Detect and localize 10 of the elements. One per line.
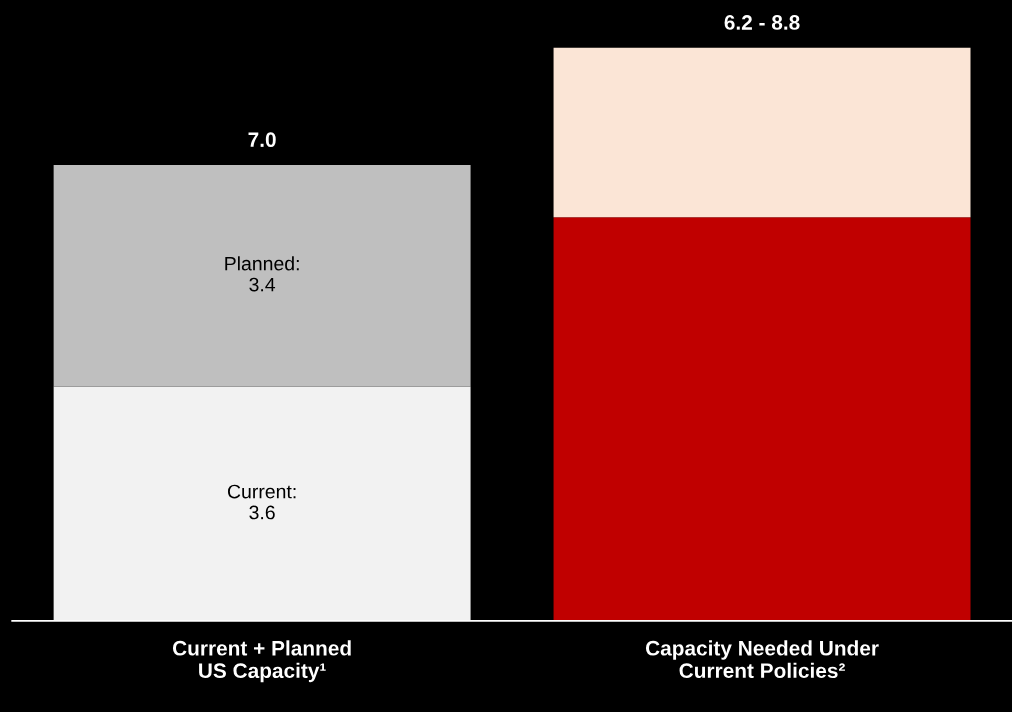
x-tick-label: Capacity Needed Under Current Policies² — [645, 640, 879, 679]
data-label: Planned: 3.4 — [225, 256, 299, 292]
bar — [53, 386, 471, 621]
bar — [553, 217, 971, 621]
bar — [53, 165, 471, 387]
bar — [553, 47, 971, 218]
x-tick-label: Current + Planned US Capacity¹ — [172, 640, 351, 683]
total-label: 6.2 - 8.8 — [724, 15, 800, 30]
data-label: Current: 3.6 — [227, 484, 296, 520]
total-label: 7.0 — [248, 132, 276, 148]
